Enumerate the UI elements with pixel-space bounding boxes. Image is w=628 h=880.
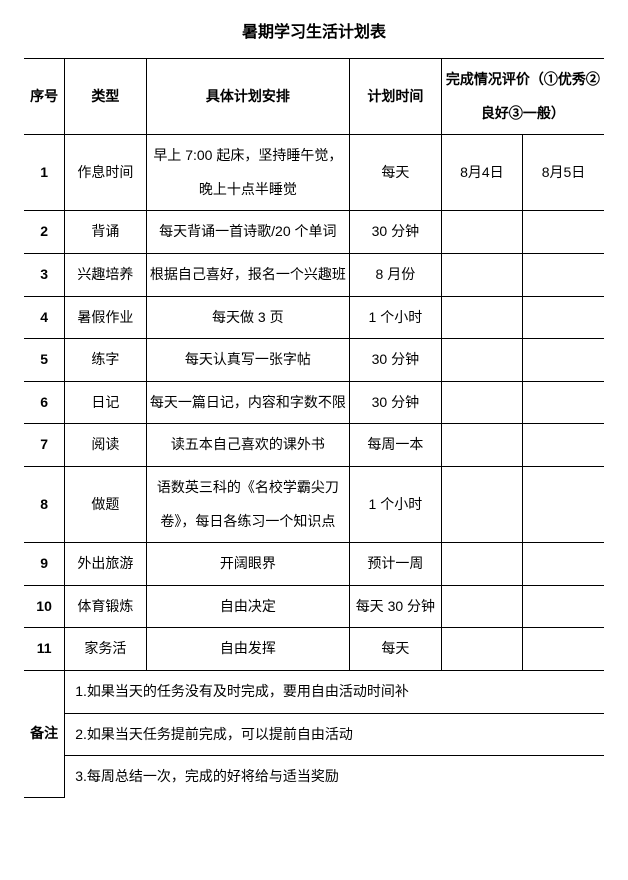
note-line: 1.如果当天的任务没有及时完成，要用自由活动时间补 (65, 670, 604, 713)
cell-plan: 读五本自己喜欢的课外书 (146, 424, 350, 467)
table-row: 5 练字 每天认真写一张字帖 30 分钟 (24, 339, 604, 382)
table-row: 8 做题 语数英三科的《名校学霸尖刀卷》，每日各练习一个知识点 1 个小时 (24, 466, 604, 542)
cell-eval (441, 211, 522, 254)
cell-plan: 每天做 3 页 (146, 296, 350, 339)
table-row: 3 兴趣培养 根据自己喜好，报名一个兴趣班 8 月份 (24, 253, 604, 296)
cell-type: 兴趣培养 (65, 253, 146, 296)
cell-num: 9 (24, 543, 65, 586)
header-plan: 具体计划安排 (146, 59, 350, 135)
header-time: 计划时间 (350, 59, 442, 135)
cell-num: 11 (24, 628, 65, 671)
cell-day2: 8月5日 (523, 135, 604, 211)
cell-eval (523, 253, 604, 296)
cell-type: 练字 (65, 339, 146, 382)
cell-time: 预计一周 (350, 543, 442, 586)
cell-num: 8 (24, 466, 65, 542)
cell-eval (441, 296, 522, 339)
cell-type: 背诵 (65, 211, 146, 254)
cell-day1: 8月4日 (441, 135, 522, 211)
table-row: 6 日记 每天一篇日记，内容和字数不限 30 分钟 (24, 381, 604, 424)
cell-num: 7 (24, 424, 65, 467)
cell-type: 做题 (65, 466, 146, 542)
table-row: 9 外出旅游 开阔眼界 预计一周 (24, 543, 604, 586)
header-type: 类型 (65, 59, 146, 135)
header-num: 序号 (24, 59, 65, 135)
table-header-row: 序号 类型 具体计划安排 计划时间 完成情况评价（①优秀②良好③一般） (24, 59, 604, 135)
cell-eval (523, 585, 604, 628)
cell-type: 家务活 (65, 628, 146, 671)
cell-eval (441, 424, 522, 467)
cell-type: 外出旅游 (65, 543, 146, 586)
notes-row: 备注 1.如果当天的任务没有及时完成，要用自由活动时间补 (24, 670, 604, 713)
cell-type: 日记 (65, 381, 146, 424)
cell-plan: 根据自己喜好，报名一个兴趣班 (146, 253, 350, 296)
cell-time: 每天 (350, 628, 442, 671)
cell-eval (441, 466, 522, 542)
table-row: 1 作息时间 早上 7:00 起床，坚持睡午觉，晚上十点半睡觉 每天 8月4日 … (24, 135, 604, 211)
cell-type: 阅读 (65, 424, 146, 467)
table-row: 10 体育锻炼 自由决定 每天 30 分钟 (24, 585, 604, 628)
cell-eval (523, 628, 604, 671)
cell-plan: 每天背诵一首诗歌/20 个单词 (146, 211, 350, 254)
cell-eval (441, 339, 522, 382)
cell-eval (523, 381, 604, 424)
cell-eval (523, 339, 604, 382)
cell-time: 1 个小时 (350, 466, 442, 542)
cell-eval (523, 466, 604, 542)
notes-row: 2.如果当天任务提前完成，可以提前自由活动 (24, 713, 604, 756)
note-line: 3.每周总结一次，完成的好将给与适当奖励 (65, 756, 604, 798)
cell-num: 4 (24, 296, 65, 339)
cell-eval (441, 585, 522, 628)
cell-eval (441, 628, 522, 671)
cell-plan: 每天一篇日记，内容和字数不限 (146, 381, 350, 424)
cell-eval (441, 381, 522, 424)
cell-time: 30 分钟 (350, 211, 442, 254)
cell-plan: 自由决定 (146, 585, 350, 628)
cell-time: 每天 (350, 135, 442, 211)
cell-time: 每周一本 (350, 424, 442, 467)
page-title: 暑期学习生活计划表 (24, 18, 604, 42)
cell-type: 体育锻炼 (65, 585, 146, 628)
table-row: 7 阅读 读五本自己喜欢的课外书 每周一本 (24, 424, 604, 467)
cell-eval (441, 253, 522, 296)
cell-time: 1 个小时 (350, 296, 442, 339)
cell-plan: 语数英三科的《名校学霸尖刀卷》，每日各练习一个知识点 (146, 466, 350, 542)
table-row: 2 背诵 每天背诵一首诗歌/20 个单词 30 分钟 (24, 211, 604, 254)
cell-num: 10 (24, 585, 65, 628)
cell-time: 8 月份 (350, 253, 442, 296)
cell-time: 30 分钟 (350, 381, 442, 424)
notes-label: 备注 (24, 670, 65, 797)
cell-type: 暑假作业 (65, 296, 146, 339)
plan-table: 序号 类型 具体计划安排 计划时间 完成情况评价（①优秀②良好③一般） 1 作息… (24, 58, 604, 798)
cell-time: 30 分钟 (350, 339, 442, 382)
cell-eval (523, 424, 604, 467)
cell-type: 作息时间 (65, 135, 146, 211)
cell-num: 3 (24, 253, 65, 296)
notes-row: 3.每周总结一次，完成的好将给与适当奖励 (24, 756, 604, 798)
cell-eval (523, 296, 604, 339)
cell-num: 2 (24, 211, 65, 254)
cell-eval (523, 543, 604, 586)
table-row: 11 家务活 自由发挥 每天 (24, 628, 604, 671)
cell-plan: 自由发挥 (146, 628, 350, 671)
note-line: 2.如果当天任务提前完成，可以提前自由活动 (65, 713, 604, 756)
header-eval: 完成情况评价（①优秀②良好③一般） (441, 59, 604, 135)
cell-num: 6 (24, 381, 65, 424)
cell-eval (441, 543, 522, 586)
cell-time: 每天 30 分钟 (350, 585, 442, 628)
cell-num: 1 (24, 135, 65, 211)
cell-plan: 开阔眼界 (146, 543, 350, 586)
table-row: 4 暑假作业 每天做 3 页 1 个小时 (24, 296, 604, 339)
cell-plan: 早上 7:00 起床，坚持睡午觉，晚上十点半睡觉 (146, 135, 350, 211)
cell-plan: 每天认真写一张字帖 (146, 339, 350, 382)
cell-eval (523, 211, 604, 254)
cell-num: 5 (24, 339, 65, 382)
